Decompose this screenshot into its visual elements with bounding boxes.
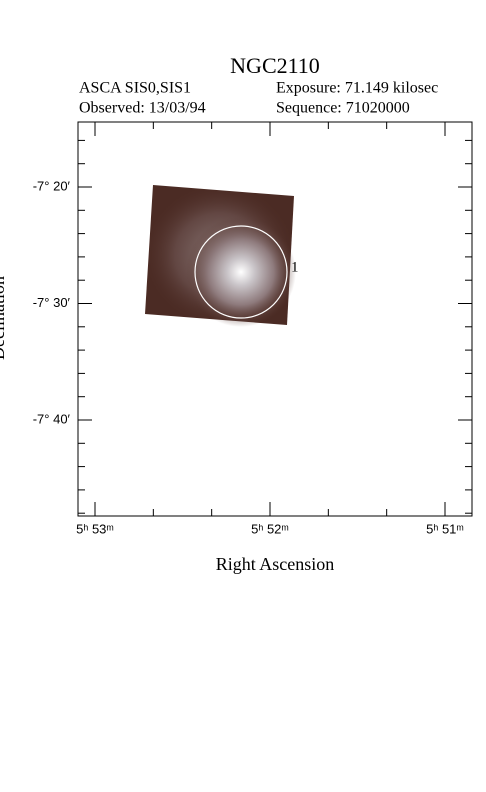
- ticks: [78, 122, 472, 516]
- sky-image: [145, 185, 296, 327]
- header-exposure: Exposure: 71.149 kilosec: [276, 80, 438, 97]
- y-axis-label: Declination: [0, 276, 8, 360]
- header-instrument: ASCA SIS0,SIS1: [79, 80, 191, 97]
- source-label: 1: [291, 259, 299, 275]
- x-axis-label: Right Ascension: [216, 554, 335, 574]
- y-tick-label: -7° 20′: [33, 178, 71, 193]
- y-tick-label: -7° 40′: [33, 411, 71, 426]
- title: NGC2110: [230, 53, 320, 78]
- y-tick-label: -7° 30′: [33, 295, 71, 310]
- header-sequence: Sequence: 71020000: [276, 100, 410, 117]
- x-tick-label: 5ʰ 51ᵐ: [426, 521, 464, 536]
- x-tick-label: 5ʰ 53ᵐ: [76, 521, 114, 536]
- header-observed: Observed: 13/03/94: [79, 100, 206, 117]
- plot-frame: [77, 121, 473, 517]
- source-emission: [186, 217, 296, 327]
- source-region: [194, 225, 288, 319]
- x-tick-label: 5ʰ 52ᵐ: [251, 521, 289, 536]
